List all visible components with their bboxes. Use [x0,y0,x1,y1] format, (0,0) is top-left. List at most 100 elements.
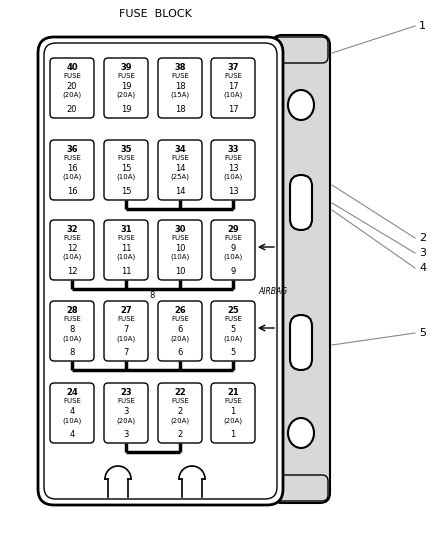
Text: 3: 3 [419,248,426,258]
Ellipse shape [288,418,314,448]
Text: 8: 8 [150,291,155,300]
Text: (10A): (10A) [117,174,136,181]
FancyBboxPatch shape [272,35,330,503]
Text: 35: 35 [120,145,132,154]
Text: (10A): (10A) [62,417,81,424]
Text: FUSE: FUSE [63,398,81,404]
Text: 20: 20 [67,105,77,114]
Text: 4: 4 [69,430,74,439]
Text: 14: 14 [175,187,185,196]
Text: FUSE: FUSE [63,316,81,322]
Text: 5: 5 [419,328,426,338]
Text: 10: 10 [175,244,185,253]
Text: FUSE: FUSE [171,73,189,79]
Text: FUSE: FUSE [117,316,135,322]
FancyBboxPatch shape [50,220,94,280]
Text: 1: 1 [230,407,236,416]
Text: (10A): (10A) [117,335,136,342]
FancyBboxPatch shape [104,58,148,118]
FancyBboxPatch shape [211,58,255,118]
Text: 31: 31 [120,225,132,234]
Text: (20A): (20A) [223,417,243,424]
Text: 3: 3 [124,430,129,439]
Text: FUSE: FUSE [117,73,135,79]
Text: (25A): (25A) [170,174,190,181]
Text: 8: 8 [69,325,75,334]
Text: (10A): (10A) [117,254,136,261]
FancyBboxPatch shape [211,220,255,280]
FancyBboxPatch shape [38,37,283,505]
Text: FUSE: FUSE [171,155,189,161]
FancyBboxPatch shape [50,383,94,443]
Text: 13: 13 [228,164,238,173]
Bar [108,479,128,497]
Text: 4: 4 [69,407,74,416]
Polygon shape [105,466,131,479]
Text: FUSE: FUSE [224,316,242,322]
Bar [182,479,202,497]
Text: 15: 15 [121,187,131,196]
Text: 11: 11 [121,244,131,253]
Text: FUSE  BLOCK: FUSE BLOCK [119,9,191,19]
Text: FUSE: FUSE [224,73,242,79]
Text: 6: 6 [177,325,183,334]
Text: 18: 18 [175,82,185,91]
Text: FUSE: FUSE [63,235,81,241]
Text: (20A): (20A) [117,417,136,424]
Text: FUSE: FUSE [117,235,135,241]
FancyBboxPatch shape [104,301,148,361]
Text: (10A): (10A) [62,335,81,342]
Polygon shape [179,466,205,479]
Text: FUSE: FUSE [117,155,135,161]
Text: 2: 2 [177,407,183,416]
Text: FUSE: FUSE [63,73,81,79]
Text: 17: 17 [228,105,238,114]
Text: 2: 2 [177,430,183,439]
Text: 12: 12 [67,267,77,276]
Text: 24: 24 [66,388,78,397]
Text: 1: 1 [419,21,426,31]
FancyBboxPatch shape [104,383,148,443]
Text: 2: 2 [419,233,426,243]
FancyBboxPatch shape [50,301,94,361]
Text: 6: 6 [177,348,183,357]
Text: 21: 21 [227,388,239,397]
Text: 37: 37 [227,63,239,72]
Text: 26: 26 [174,306,186,315]
Text: AIRBAG: AIRBAG [258,287,287,296]
FancyBboxPatch shape [158,383,202,443]
Text: 22: 22 [174,388,186,397]
Text: FUSE: FUSE [171,235,189,241]
Text: 40: 40 [66,63,78,72]
FancyBboxPatch shape [211,301,255,361]
Text: 18: 18 [175,105,185,114]
Text: FUSE: FUSE [224,235,242,241]
Text: 10: 10 [175,267,185,276]
Text: 7: 7 [124,348,129,357]
Text: 38: 38 [174,63,186,72]
Text: (20A): (20A) [63,92,81,99]
Text: 3: 3 [124,407,129,416]
Text: FUSE: FUSE [171,398,189,404]
Text: 34: 34 [174,145,186,154]
Text: 7: 7 [124,325,129,334]
Text: 16: 16 [67,164,78,173]
Ellipse shape [288,90,314,120]
Text: FUSE: FUSE [171,316,189,322]
FancyBboxPatch shape [274,37,328,63]
Text: 39: 39 [120,63,132,72]
Text: 33: 33 [227,145,239,154]
Text: 15: 15 [121,164,131,173]
Text: 23: 23 [120,388,132,397]
Text: 4: 4 [419,263,426,273]
FancyBboxPatch shape [211,383,255,443]
FancyBboxPatch shape [158,301,202,361]
Text: (20A): (20A) [170,335,190,342]
FancyBboxPatch shape [158,140,202,200]
Text: 32: 32 [66,225,78,234]
Text: 14: 14 [175,164,185,173]
Text: 1: 1 [230,430,236,439]
Text: 29: 29 [227,225,239,234]
FancyBboxPatch shape [290,175,312,230]
Text: (10A): (10A) [223,174,243,181]
